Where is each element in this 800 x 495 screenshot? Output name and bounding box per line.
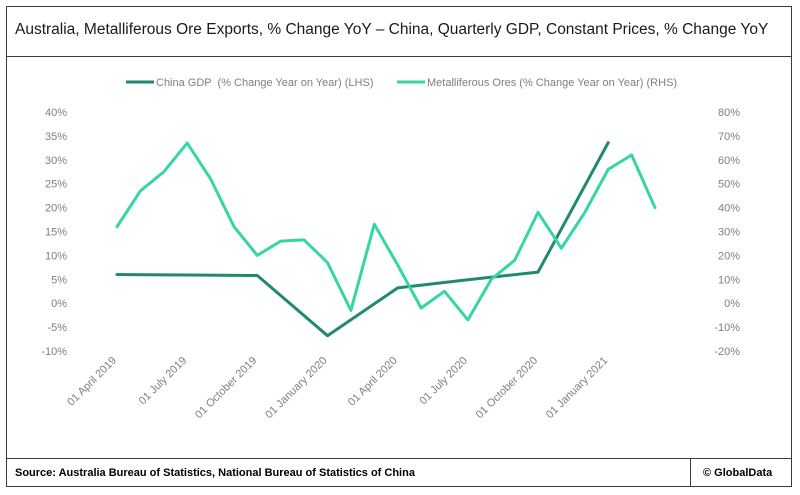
chart-title: Australia, Metalliferous Ore Exports, % … [15,21,769,38]
right-y-tick-label: 30% [718,227,740,239]
left-y-tick-label: 5% [51,274,67,286]
x-tick-label: 01 October 2019 [193,355,259,421]
right-y-tick-label: 70% [718,131,740,143]
left-y-tick-label: 30% [45,155,67,167]
chart-frame: Australia, Metalliferous Ore Exports, % … [6,6,792,487]
legend: China GDP (% Change Year on Year) (LHS) M… [126,77,677,89]
left-y-tick-label: 15% [45,227,67,239]
footer: Source: Australia Bureau of Statistics, … [7,458,791,487]
right-y-tick-label: 40% [718,203,740,215]
left-y-tick-label: 0% [51,298,67,310]
line-chart: China GDP (% Change Year on Year) (LHS) M… [41,77,740,421]
right-y-axis: 80% 70% 60% 50% 40% 30% 20% 10% 0% -10% -20% [714,107,740,358]
x-tick-label: 01 July 2019 [137,355,190,408]
right-y-tick-label: -10% [714,322,740,334]
x-tick-label: 01 October 2020 [474,355,540,421]
left-y-tick-label: 20% [45,203,67,215]
legend-label-china-gdp: China GDP (% Change Year on Year) (LHS) [156,77,373,89]
x-tick-label: 01 January 2021 [544,355,610,421]
china-gdp-line [115,141,610,338]
right-y-tick-label: 0% [724,298,740,310]
left-y-tick-label: 40% [45,107,67,119]
plot-area: China GDP (% Change Year on Year) (LHS) M… [7,57,791,457]
right-y-tick-label: 60% [718,155,740,167]
left-y-tick-label: 25% [45,179,67,191]
left-y-tick-label: 35% [45,131,67,143]
x-tick-label: 01 April 2020 [346,355,400,409]
left-y-tick-label: -5% [47,322,67,334]
right-y-tick-label: 80% [718,107,740,119]
metalliferous-ores-line [115,141,657,322]
right-y-tick-label: 20% [718,250,740,262]
footer-divider [690,459,691,487]
x-axis: 01 April 2019 01 July 2019 01 October 2019… [65,355,610,421]
source-note: Source: Australia Bureau of Statistics, … [15,467,415,479]
title-bar: Australia, Metalliferous Ore Exports, % … [7,7,791,57]
left-y-axis: 40% 35% 30% 25% 20% 15% 10% 5% 0% -5% -10% [41,107,67,358]
right-y-tick-label: 50% [718,179,740,191]
x-tick-label: 01 July 2020 [417,355,470,408]
left-y-tick-label: 10% [45,250,67,262]
right-y-tick-label: 10% [718,274,740,286]
right-y-tick-label: -20% [714,346,740,358]
series-lines [115,141,657,338]
x-tick-label: 01 January 2020 [263,355,329,421]
legend-label-metalliferous-ores: Metalliferous Ores (% Change Year on Yea… [427,77,677,89]
x-tick-label: 01 April 2019 [65,355,119,409]
copyright-note: © GlobalData [703,467,773,479]
left-y-tick-label: -10% [41,346,67,358]
